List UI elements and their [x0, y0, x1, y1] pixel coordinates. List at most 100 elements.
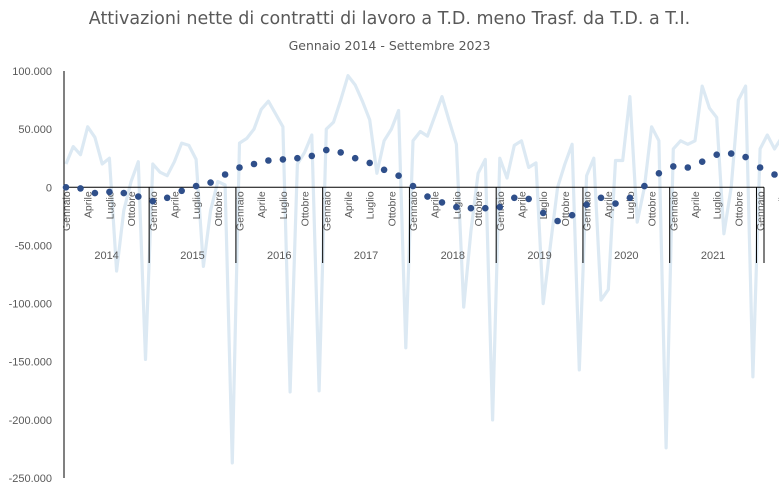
- month-tick-label: Gennaio: [668, 191, 680, 231]
- y-tick-label: -50.000: [15, 240, 52, 252]
- series-dot: [279, 156, 287, 163]
- month-tick-label: Aprile: [83, 191, 95, 218]
- series-dot: [655, 170, 663, 177]
- year-label: 2016: [267, 250, 291, 262]
- month-tick-label: Ottobre: [733, 191, 745, 226]
- series-dot: [496, 203, 504, 211]
- chart-title: Attivazioni nette di contratti di lavoro…: [88, 9, 691, 29]
- month-tick-label: Ottobre: [213, 191, 225, 226]
- month-tick-label: Aprile: [777, 191, 779, 218]
- series-dot: [106, 188, 113, 196]
- y-tick-label: -150.000: [9, 357, 52, 369]
- month-tick-label: Aprile: [516, 191, 528, 218]
- year-label: 2015: [180, 250, 204, 262]
- series-dot: [626, 194, 634, 202]
- series-dot: [250, 160, 258, 168]
- series-dot: [395, 172, 402, 179]
- series-dot: [77, 185, 84, 192]
- series-dot: [149, 197, 157, 205]
- y-tick-label: 0: [46, 182, 52, 194]
- series-dot: [684, 164, 692, 171]
- series-dot: [554, 217, 561, 225]
- series-dot: [380, 166, 388, 174]
- series-dot: [612, 200, 619, 207]
- month-tick-label: Luglio: [104, 191, 116, 219]
- series-dot: [265, 157, 272, 164]
- series-dot: [192, 182, 200, 190]
- series-dot: [221, 171, 229, 178]
- series-dot: [467, 204, 475, 212]
- series-dot: [178, 187, 185, 195]
- y-tick-label: 100.000: [12, 66, 52, 78]
- series-dot: [62, 184, 70, 191]
- y-tick-label: 50.000: [18, 124, 52, 136]
- series-dot: [742, 153, 749, 161]
- series-dot: [482, 204, 489, 212]
- month-tick-label: Gennaio: [148, 191, 160, 231]
- year-label: 2021: [701, 250, 725, 262]
- month-tick-label: Aprile: [256, 191, 268, 218]
- y-tick-label: -200.000: [9, 415, 52, 427]
- series-dot: [438, 199, 446, 206]
- y-tick-label: -250.000: [9, 473, 52, 485]
- month-tick-label: Aprile: [603, 191, 615, 218]
- series-dot: [453, 203, 460, 211]
- series-dot: [597, 194, 605, 202]
- month-tick-label: Luglio: [365, 191, 377, 219]
- series-dot: [641, 182, 648, 190]
- month-tick-label: Gennaio: [495, 191, 507, 231]
- series-dot: [135, 193, 142, 200]
- series-dot: [294, 154, 301, 162]
- series-dot: [771, 171, 778, 178]
- series-dot: [525, 195, 532, 203]
- series-dot: [698, 158, 706, 165]
- series-dot: [308, 152, 316, 160]
- year-label: 2019: [527, 250, 551, 262]
- year-label: 2014: [94, 250, 118, 262]
- series-dot: [539, 209, 547, 217]
- month-tick-label: Ottobre: [300, 191, 312, 226]
- series-line-monthly: [64, 74, 779, 465]
- series-dot: [163, 194, 171, 202]
- series-dot: [511, 194, 518, 202]
- month-tick-label: Ottobre: [647, 191, 659, 226]
- month-tick-label: Gennaio: [321, 191, 333, 231]
- month-tick-label: Luglio: [712, 191, 724, 219]
- month-tick-label: Aprile: [169, 191, 181, 218]
- month-tick-label: Ottobre: [473, 191, 485, 226]
- series-dot: [351, 154, 359, 162]
- series-dot: [236, 164, 243, 171]
- series-dot: [670, 163, 677, 170]
- year-label: 2020: [614, 250, 638, 262]
- series-dot: [424, 193, 431, 200]
- series-dot: [366, 159, 374, 167]
- series-dot: [756, 164, 764, 171]
- month-tick-label: Aprile: [430, 191, 442, 218]
- month-tick-label: Gennaio: [61, 191, 73, 231]
- series-dot: [727, 150, 735, 157]
- month-tick-label: Luglio: [278, 191, 290, 219]
- month-tick-label: Luglio: [191, 191, 203, 219]
- month-tick-label: Aprile: [343, 191, 355, 218]
- year-label: 2018: [441, 250, 465, 262]
- month-tick-label: Gennaio: [235, 191, 247, 231]
- month-tick-label: Ottobre: [126, 191, 138, 226]
- series-dot: [323, 146, 330, 154]
- series-dot: [568, 211, 576, 219]
- series-dot: [713, 151, 720, 158]
- series-dot: [120, 189, 128, 197]
- month-tick-label: Ottobre: [560, 191, 572, 226]
- series-dot: [207, 179, 214, 186]
- month-tick-label: Gennaio: [755, 191, 767, 231]
- month-tick-label: Gennaio: [582, 191, 594, 231]
- chart-subtitle: Gennaio 2014 - Settembre 2023: [288, 38, 491, 53]
- y-tick-label: -100.000: [9, 299, 52, 311]
- month-tick-label: Aprile: [690, 191, 702, 218]
- series-dot: [583, 201, 590, 208]
- series-dot: [337, 149, 345, 156]
- series-dot: [91, 189, 99, 197]
- year-label: 2017: [354, 250, 378, 262]
- month-tick-label: Gennaio: [408, 191, 420, 231]
